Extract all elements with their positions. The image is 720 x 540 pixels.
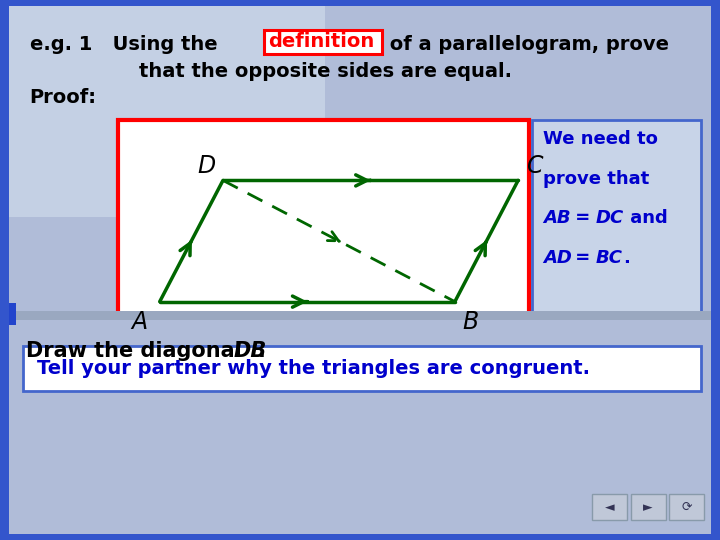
Text: DB: DB xyxy=(233,341,267,361)
Bar xyxy=(9,6,325,217)
Text: Proof:: Proof: xyxy=(30,88,96,107)
Bar xyxy=(9,310,711,320)
Bar xyxy=(23,347,701,391)
Bar xyxy=(669,494,704,521)
Text: We need to: We need to xyxy=(543,130,657,148)
Bar xyxy=(9,303,16,325)
FancyBboxPatch shape xyxy=(264,30,382,54)
Text: e.g. 1   Using the: e.g. 1 Using the xyxy=(30,36,224,55)
Text: B: B xyxy=(462,309,478,334)
Text: ⟳: ⟳ xyxy=(682,501,692,514)
Bar xyxy=(592,494,627,521)
Text: A: A xyxy=(131,309,147,334)
Bar xyxy=(631,494,666,521)
Bar xyxy=(532,120,701,315)
Text: D: D xyxy=(198,154,216,178)
Text: DC: DC xyxy=(595,210,624,227)
Text: =: = xyxy=(570,210,597,227)
Text: AD: AD xyxy=(543,249,572,267)
Bar xyxy=(117,120,528,315)
Text: BC: BC xyxy=(595,249,622,267)
Text: prove that: prove that xyxy=(543,170,649,188)
Text: Tell your partner why the triangles are congruent.: Tell your partner why the triangles are … xyxy=(37,359,590,379)
Text: that the opposite sides are equal.: that the opposite sides are equal. xyxy=(139,62,512,81)
Text: definition: definition xyxy=(268,32,374,51)
Text: AB: AB xyxy=(543,210,570,227)
Text: .: . xyxy=(258,341,266,361)
Text: ◄: ◄ xyxy=(605,501,614,514)
Text: .: . xyxy=(624,249,631,267)
Text: Draw the diagonal: Draw the diagonal xyxy=(26,341,249,361)
Text: of a parallelogram, prove: of a parallelogram, prove xyxy=(383,36,669,55)
Text: ►: ► xyxy=(643,501,653,514)
Text: =: = xyxy=(570,249,597,267)
Text: and: and xyxy=(624,210,667,227)
Text: C: C xyxy=(526,154,543,178)
